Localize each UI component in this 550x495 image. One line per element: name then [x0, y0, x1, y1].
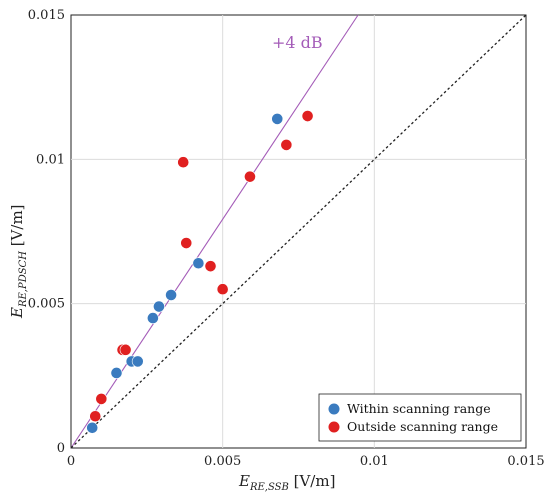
legend: Within scanning range Outside scanning r… — [318, 393, 522, 442]
outside-range-point — [301, 110, 314, 122]
within-range-point — [131, 355, 144, 368]
within-range-point — [146, 312, 159, 324]
data-points — [86, 110, 314, 434]
annotation-4db: +4 dB — [272, 33, 323, 52]
within-range-point — [192, 257, 205, 270]
outside-range-point — [204, 260, 217, 273]
x-tick-label: 0.005 — [204, 454, 241, 469]
y-tick-label: 0.01 — [36, 152, 65, 167]
within-range-point — [86, 421, 99, 434]
outside-range-point — [177, 156, 190, 169]
tick-labels: 0 0.005 0.01 0.015 0 0.005 0.01 0.015 — [28, 8, 545, 469]
legend-label-outside: Outside scanning range — [347, 419, 498, 434]
plot-area — [70, 14, 527, 449]
outside-range-point — [89, 410, 102, 423]
y-axis-label: ERE,PDSCH [V/m] — [8, 204, 29, 319]
legend-box — [318, 393, 522, 442]
outside-range-point — [119, 343, 132, 356]
within-range-point — [110, 367, 123, 379]
outside-range-point — [180, 237, 193, 249]
x-tick-label: 0.01 — [360, 454, 389, 469]
y-tick-label: 0 — [57, 441, 65, 456]
within-range-point — [165, 289, 177, 301]
within-range-point — [153, 300, 165, 313]
outside-range-point — [95, 393, 108, 405]
legend-marker-within — [328, 403, 340, 415]
outside-range-point — [216, 283, 229, 296]
x-axis-label: ERE,SSB [V/m] — [238, 472, 335, 493]
y-tick-label: 0.015 — [28, 8, 65, 23]
legend-marker-outside — [328, 421, 340, 433]
grid-lines — [71, 15, 526, 448]
outside-range-point — [280, 138, 293, 151]
within-range-point — [271, 113, 284, 125]
legend-label-within: Within scanning range — [347, 401, 491, 416]
x-tick-label: 0.015 — [507, 454, 544, 469]
x-tick-label: 0 — [67, 454, 75, 469]
outside-range-point — [244, 170, 256, 183]
y-tick-label: 0.005 — [28, 297, 65, 312]
